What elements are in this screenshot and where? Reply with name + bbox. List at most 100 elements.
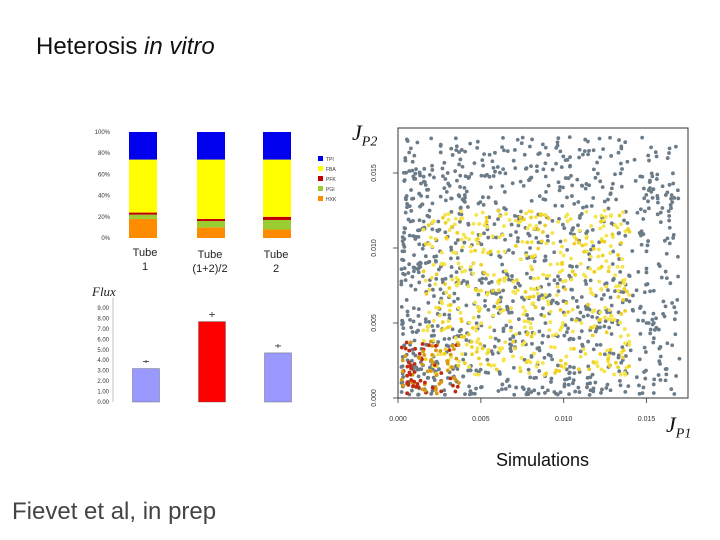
- scatter-point: [539, 239, 544, 244]
- scatter-point: [548, 320, 553, 325]
- scatter-point: [523, 290, 528, 294]
- scatter-point: [572, 365, 576, 370]
- scatter-point: [541, 333, 545, 338]
- scatter-point: [461, 357, 466, 362]
- flux-bar-chart: 0.00 1.00 2.00 3.00 4.00 5.00 6.00 7.00 8.00 9.00: [97, 298, 292, 406]
- scatter-point: [509, 310, 514, 315]
- scatter-point: [618, 383, 623, 388]
- scatter-point: [582, 149, 587, 154]
- scatter-point: [485, 292, 489, 297]
- scatter-point: [598, 155, 603, 160]
- scatter-point: [588, 388, 593, 393]
- scatter-point: [405, 309, 410, 314]
- scatter-point: [399, 282, 404, 287]
- scatter-point: [452, 347, 456, 352]
- scatter-point: [627, 339, 632, 344]
- scatter-point: [546, 216, 551, 221]
- scatter-point: [481, 247, 486, 252]
- scatter-point: [561, 321, 565, 325]
- scatter-point: [569, 346, 573, 351]
- scatter-point: [598, 352, 603, 356]
- scatter-point: [558, 358, 563, 363]
- scatter-point: [671, 236, 676, 240]
- scatter-point: [460, 164, 465, 169]
- scatter-point: [532, 388, 537, 393]
- scatter-point: [590, 227, 595, 232]
- scatter-point: [475, 241, 480, 246]
- scatter-point: [573, 389, 578, 394]
- scatter-point: [423, 357, 428, 362]
- scatter-point: [609, 332, 614, 336]
- scatter-point: [534, 236, 539, 240]
- scatter-point: [407, 348, 412, 353]
- scatter-point: [446, 212, 451, 216]
- scatter-point: [522, 340, 527, 345]
- title-italic: in vitro: [144, 33, 215, 60]
- scatter-point: [570, 227, 575, 232]
- scatter-point: [632, 157, 637, 162]
- scatter-point: [409, 366, 413, 371]
- scatter-point: [421, 227, 426, 232]
- scatter-point: [585, 385, 589, 390]
- scatter-point: [621, 297, 625, 302]
- scatter-point: [401, 326, 406, 331]
- scatter-point: [642, 345, 647, 350]
- scatter-y-tick-label: 0.000: [371, 389, 378, 407]
- scatter-point: [554, 332, 559, 337]
- scatter-point: [421, 338, 426, 343]
- scatter-point: [616, 365, 620, 370]
- scatter-point: [664, 372, 669, 377]
- scatter-point: [500, 145, 504, 150]
- scatter-point: [541, 230, 545, 234]
- scatter-point: [487, 281, 491, 286]
- scatter-point: [619, 241, 623, 245]
- scatter-point: [622, 281, 627, 286]
- scatter-point: [606, 353, 611, 358]
- scatter-point: [518, 215, 523, 219]
- scatter-point: [453, 169, 458, 174]
- scatter-point: [509, 325, 513, 330]
- scatter-point: [598, 310, 603, 315]
- scatter-point: [447, 294, 452, 298]
- scatter-point: [654, 177, 659, 181]
- scatter-point: [627, 293, 632, 297]
- scatter-point: [429, 369, 434, 373]
- scatter-point: [550, 333, 555, 338]
- scatter-point: [648, 289, 653, 294]
- scatter-point: [405, 391, 410, 396]
- scatter-point: [602, 369, 607, 374]
- scatter-point: [458, 219, 462, 224]
- scatter-point: [430, 244, 435, 249]
- scatter-point: [443, 392, 447, 397]
- scatter-point: [431, 263, 436, 267]
- scatter-point: [607, 325, 612, 330]
- scatter-point: [488, 335, 493, 340]
- scatter-point: [486, 235, 491, 240]
- scatter-point: [486, 362, 491, 367]
- scatter-point: [511, 339, 516, 344]
- scatter-point: [403, 278, 408, 283]
- scatter-point: [604, 330, 609, 335]
- scatter-point: [449, 274, 454, 279]
- scatter-point: [430, 168, 435, 172]
- scatter-point: [459, 148, 464, 152]
- scatter-point: [653, 150, 658, 155]
- scatter-point: [478, 232, 483, 237]
- scatter-point: [648, 327, 653, 332]
- scatter-point: [547, 282, 551, 287]
- scatter-point: [524, 211, 529, 216]
- scatter-point: [414, 330, 419, 335]
- scatter-point: [485, 357, 490, 362]
- scatter-point: [637, 383, 641, 388]
- scatter-point: [493, 336, 498, 341]
- scatter-point: [457, 194, 462, 199]
- scatter-point: [405, 202, 410, 206]
- scatter-point: [564, 330, 569, 335]
- scatter-point: [586, 313, 590, 318]
- scatter-point: [675, 298, 680, 302]
- scatter-point: [654, 316, 658, 321]
- scatter-point: [434, 259, 438, 264]
- scatter-point: [537, 220, 542, 225]
- scatter-point: [478, 342, 483, 346]
- scatter-point: [568, 163, 572, 168]
